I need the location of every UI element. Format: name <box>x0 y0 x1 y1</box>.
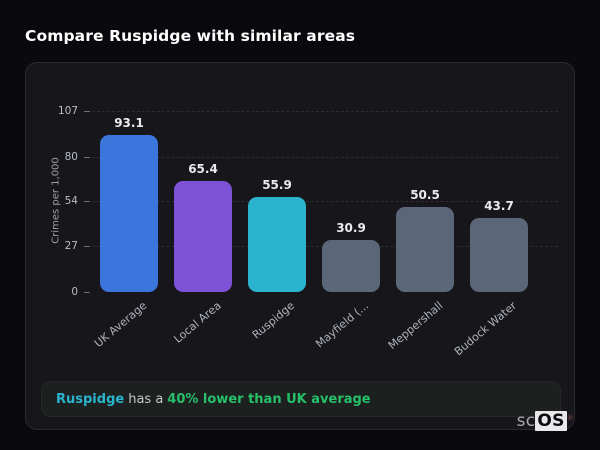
chart-card: Crimes per 1,000 107 80 54 27 0 93.1 UK Averag… <box>25 62 575 430</box>
y-tick-label: 54 <box>64 194 78 207</box>
note-area-name: Ruspidge <box>56 391 125 407</box>
y-tick-mark <box>84 292 90 293</box>
x-axis-label: Budock Water <box>452 299 520 359</box>
y-tick-mark <box>84 246 90 248</box>
comparison-note: Ruspidge has a 40% lower than UK average <box>41 381 561 417</box>
x-axis-label: UK Average <box>92 299 150 351</box>
bar-value-label: 55.9 <box>262 178 292 193</box>
y-tick-mark <box>84 111 90 112</box>
bar-mayfield[interactable] <box>322 239 380 292</box>
bar-value-label: 65.4 <box>188 162 218 177</box>
x-axis-label: Ruspidge <box>250 299 298 342</box>
page-title: Compare Ruspidge with similar areas <box>25 27 356 45</box>
y-tick-label: 107 <box>57 105 78 117</box>
y-tick-label: 80 <box>64 150 78 163</box>
bar-budock-water[interactable] <box>470 218 528 292</box>
note-middle-text: has a <box>128 391 164 407</box>
note-stat-text: 40% lower than UK average <box>167 391 371 407</box>
logo-suffix: OS <box>535 411 567 431</box>
bar-local-area[interactable] <box>174 181 232 292</box>
y-tick-mark <box>84 156 90 158</box>
x-axis-label: Mayfield (... <box>313 299 372 351</box>
y-tick-mark <box>84 200 90 202</box>
y-tick-label: 0 <box>71 286 78 298</box>
scos-logo: sc OS ® <box>517 410 574 432</box>
gridline <box>92 156 558 158</box>
gridline <box>92 200 558 202</box>
y-tick-label: 27 <box>64 240 78 253</box>
x-axis-label: Meppershall <box>385 299 446 353</box>
logo-prefix: sc <box>516 411 536 431</box>
bar-ruspidge[interactable] <box>248 197 306 292</box>
gridline <box>92 111 558 112</box>
registered-mark-icon: ® <box>566 414 574 422</box>
x-axis-label: Local Area <box>171 299 224 346</box>
bar-meppershall[interactable] <box>396 206 454 292</box>
bar-value-label: 50.5 <box>410 187 440 202</box>
bar-value-label: 93.1 <box>114 115 144 130</box>
bar-value-label: 30.9 <box>336 220 366 235</box>
bar-uk-average[interactable] <box>100 134 158 292</box>
bar-chart: Crimes per 1,000 107 80 54 27 0 93.1 UK Averag… <box>26 63 574 429</box>
bar-value-label: 43.7 <box>484 199 514 214</box>
